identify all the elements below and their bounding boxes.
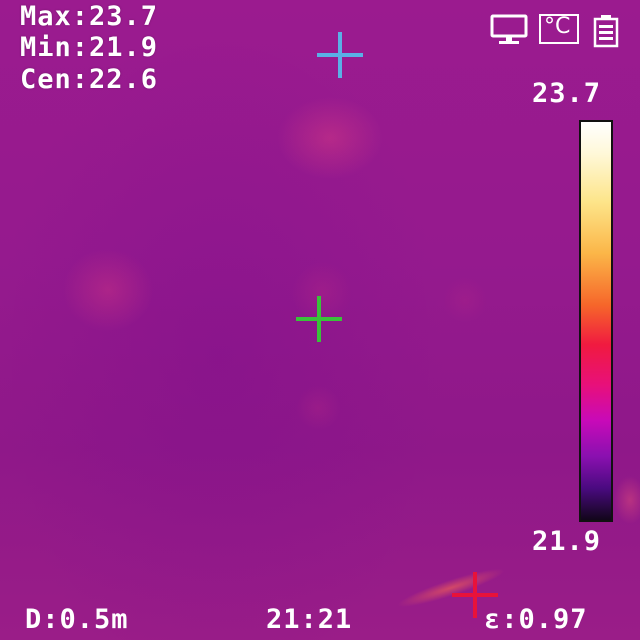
celsius-unit-label: °C [544, 14, 571, 39]
monitor-icon[interactable] [490, 14, 528, 46]
scale-min-label: 21.9 [532, 526, 602, 557]
emissivity-readout: ε:0.97 [484, 604, 588, 635]
clock: 21:21 [266, 604, 353, 635]
distance-readout: D:0.5m [25, 604, 129, 635]
max-temp-marker [452, 572, 498, 618]
center-temp-readout: Cen:22.6 [20, 64, 159, 95]
center-crosshair [296, 296, 342, 342]
min-temp-readout: Min:21.9 [20, 32, 159, 63]
celsius-unit-icon[interactable]: °C [539, 14, 579, 44]
min-temp-marker [317, 32, 363, 78]
status-icons: °C [490, 14, 625, 50]
battery-icon[interactable] [593, 14, 619, 48]
temperature-colorbar [579, 120, 613, 522]
scale-max-label: 23.7 [532, 78, 602, 109]
max-temp-readout: Max:23.7 [20, 1, 159, 32]
